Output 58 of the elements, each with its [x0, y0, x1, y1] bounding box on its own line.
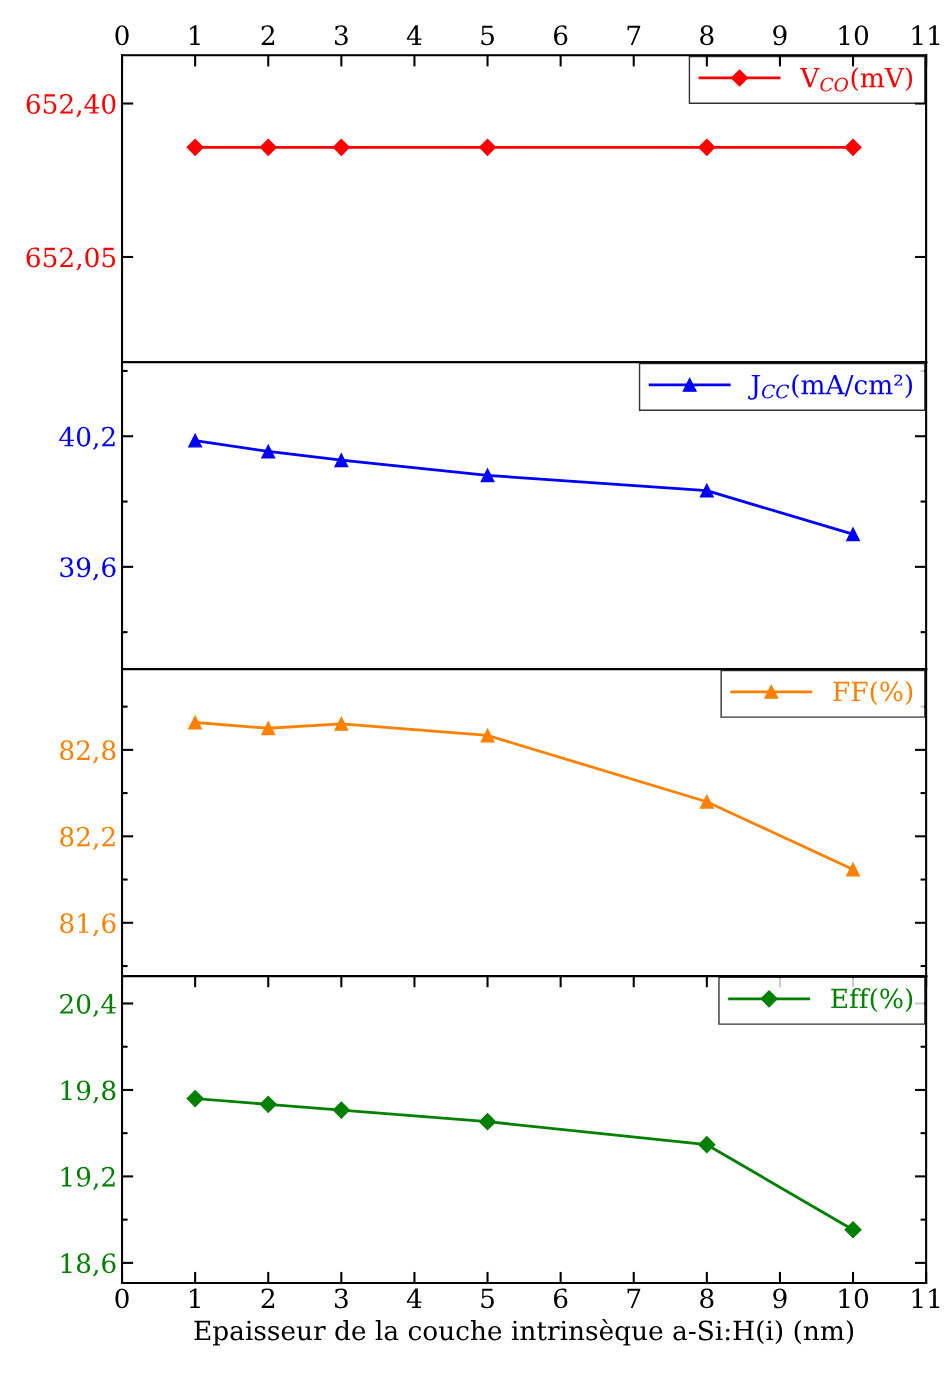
x2-tick-label: 8 — [700, 25, 714, 46]
point — [186, 1090, 204, 1108]
point — [844, 1221, 862, 1239]
y-tick-label: 20,4 — [60, 993, 116, 1018]
point — [188, 715, 203, 730]
x-tick-label: 3 — [334, 1288, 348, 1309]
y-tick-label: 18,6 — [61, 1253, 116, 1277]
legend-label: J$_{CC}$(mA/cm²) — [748, 374, 913, 400]
point — [332, 1101, 350, 1119]
y-tick-label: 40,2 — [59, 426, 115, 450]
point — [478, 1113, 497, 1131]
x2-tick-label: 6 — [554, 25, 568, 46]
y-tick-label: 652,40 — [26, 93, 116, 118]
x-tick-label: 2 — [261, 1288, 275, 1308]
x2-tick-label: 2 — [261, 25, 275, 45]
x2-tick-label: 0 — [115, 25, 129, 46]
x-tick-label: 8 — [700, 1288, 714, 1309]
legend-label: V$_{CO}$(mV) — [800, 67, 913, 92]
point — [698, 1136, 716, 1154]
x-tick-label: 4 — [406, 1288, 422, 1308]
x-tick-label: 11 — [912, 1288, 940, 1308]
point — [480, 468, 495, 483]
y-tick-label: 19,2 — [61, 1166, 115, 1191]
x-axis-title: Epaisseur de la couche intrinsèque a-Si:H(i) (nm) — [194, 1319, 854, 1346]
x2-tick-label: 4 — [406, 25, 422, 45]
point — [846, 527, 860, 542]
x-tick-label: 7 — [627, 1288, 641, 1308]
x2-tick-label: 11 — [912, 25, 940, 45]
y-tick-label: 81,6 — [60, 913, 116, 937]
point — [334, 453, 349, 468]
y-tick-label: 82,2 — [60, 826, 115, 850]
point — [480, 728, 495, 743]
x2-tick-label: 5 — [481, 25, 494, 46]
point — [261, 444, 276, 459]
x-tick-label: 9 — [773, 1288, 787, 1309]
x2-tick-label: 1 — [189, 25, 200, 45]
y-tick-label: 82,8 — [60, 740, 116, 764]
legend-label: FF(%) — [833, 681, 913, 706]
point — [261, 721, 276, 736]
point — [699, 483, 714, 498]
point — [188, 433, 203, 448]
x-tick-label: 0 — [115, 1288, 129, 1309]
point — [334, 716, 349, 731]
x2-tick-label: 3 — [334, 25, 348, 46]
x-tick-label: 5 — [481, 1288, 494, 1309]
point — [259, 1095, 277, 1113]
x-tick-label: 10 — [839, 1288, 869, 1309]
y-tick-label: 652,05 — [26, 247, 116, 271]
y-tick-label: 39,6 — [60, 557, 116, 581]
x2-tick-label: 7 — [627, 25, 641, 45]
x2-tick-label: 10 — [839, 25, 869, 46]
x2-tick-label: 9 — [773, 25, 787, 46]
legend-label: Eff(%) — [831, 987, 913, 1013]
point — [846, 862, 860, 877]
x-tick-label: 1 — [189, 1288, 200, 1308]
y-tick-label: 19,8 — [61, 1080, 116, 1104]
point — [699, 794, 714, 809]
x-tick-label: 6 — [554, 1288, 568, 1309]
